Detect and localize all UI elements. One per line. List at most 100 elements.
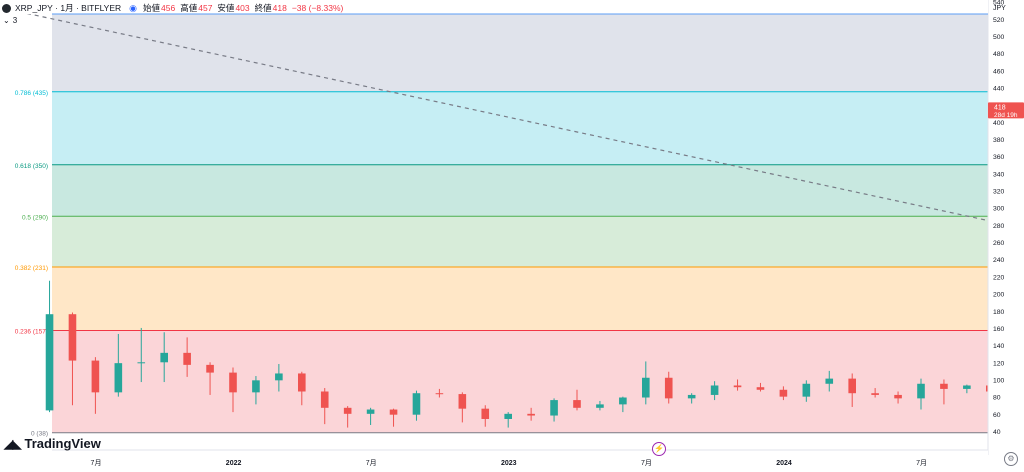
candle-body [848, 378, 856, 394]
candle-body [733, 385, 742, 388]
high-value: 457 [198, 3, 213, 13]
price-axis-bg [988, 0, 1024, 472]
fib-label: 0.236 (157) [15, 329, 48, 336]
candle-body [963, 385, 971, 389]
time-tick-label: 7月 [91, 459, 102, 467]
price-tick-label: 60 [993, 412, 1001, 419]
low-value: 403 [235, 3, 250, 13]
price-tick-label: 480 [993, 51, 1005, 58]
symbol-name[interactable]: XRP_JPY [15, 3, 53, 13]
price-tick-label: 220 [993, 274, 1005, 281]
time-tick-label: 7月 [641, 459, 652, 467]
candle-body [68, 314, 77, 361]
price-tick-label: 500 [993, 34, 1005, 41]
countdown-label: 28d 19h [994, 112, 1018, 119]
candle-body [756, 387, 765, 390]
price-tick-label: 140 [993, 343, 1005, 350]
candle-body [642, 377, 650, 398]
fib-zone [52, 0, 988, 92]
current-price-label: 418 [994, 104, 1006, 111]
price-tick-label: 100 [993, 377, 1005, 384]
candle-body [206, 364, 214, 373]
candle-body [687, 394, 696, 399]
gear-icon[interactable]: ⚙ [1004, 452, 1018, 466]
indicators-toggle[interactable]: ⌄ 3 [0, 16, 17, 25]
candle-body [940, 383, 948, 389]
fib-zone [52, 164, 988, 217]
header-bg [0, 0, 988, 14]
fib-zone [52, 216, 988, 267]
candle-body [481, 408, 490, 419]
chevron-down-icon[interactable]: ⌄ [3, 16, 10, 25]
price-tick-label: 40 [993, 429, 1001, 436]
xrp-icon [2, 3, 11, 13]
lightning-icon[interactable]: ⚡ [652, 442, 666, 456]
candle-body [229, 372, 237, 393]
candle-body [894, 394, 902, 399]
candle-body [137, 362, 146, 364]
candle-body [710, 385, 719, 395]
fib-label: 0.382 (231) [15, 265, 48, 272]
candle-body [114, 363, 123, 393]
candle-body [389, 409, 398, 415]
price-tick-label: 200 [993, 292, 1005, 299]
low-label: 安値 [217, 3, 235, 13]
price-tick-label: 440 [993, 85, 1005, 92]
price-tick-label: 80 [993, 395, 1001, 402]
candle-body [298, 373, 306, 392]
logo-text: TradingView [24, 436, 101, 451]
time-axis-bg [0, 450, 988, 472]
time-tick-label: 2024 [776, 460, 792, 467]
price-tick-label: 120 [993, 360, 1005, 367]
candle-body [275, 373, 283, 381]
eye-icon[interactable]: ◉ [129, 2, 138, 13]
candle-body [825, 378, 834, 384]
tradingview-logo-icon: ◢◣ [4, 436, 21, 451]
candle-body [435, 393, 444, 395]
price-tick-label: 380 [993, 137, 1005, 144]
exchange: BITFLYER [81, 3, 122, 13]
price-tick-label: 540 [993, 0, 1005, 7]
time-tick-label: 7月 [916, 459, 927, 467]
candle-body [183, 352, 191, 365]
time-tick-label: 2022 [226, 460, 242, 467]
time-tick-label: 2023 [501, 460, 517, 467]
price-tick-label: 160 [993, 326, 1005, 333]
price-tick-label: 260 [993, 240, 1005, 247]
indicator-count: 3 [12, 16, 18, 25]
candle-body [596, 404, 604, 408]
candle-body [412, 393, 421, 415]
open-value: 456 [161, 3, 176, 13]
close-label: 終値 [254, 3, 272, 13]
price-tick-label: 460 [993, 68, 1005, 75]
fib-label: 0 (38) [31, 431, 48, 438]
interval[interactable]: 1月 [60, 3, 74, 13]
candle-body [320, 391, 329, 408]
candle-body [366, 409, 375, 414]
open-label: 始値 [143, 3, 161, 13]
fib-zone [52, 91, 988, 165]
price-tick-label: 180 [993, 309, 1005, 316]
candle-body [871, 393, 879, 395]
candle-body [252, 380, 260, 393]
candle-body [504, 413, 512, 419]
fib-label: 0.618 (350) [15, 163, 48, 170]
candle-body [343, 407, 352, 414]
price-tick-label: 320 [993, 189, 1005, 196]
price-tick-label: 280 [993, 223, 1005, 230]
candle-body [779, 389, 788, 397]
candle-body [458, 394, 467, 409]
candle-body [619, 397, 627, 405]
chart-header: XRP_JPY · 1月 · BITFLYER ◉ 始値 456 高値 457 安値… [0, 0, 348, 16]
change-value: −38 (−8.33%) [291, 3, 344, 13]
fib-label: 0.5 (290) [22, 214, 48, 221]
candle-body [550, 400, 558, 416]
price-tick-label: 520 [993, 17, 1005, 24]
tradingview-logo[interactable]: ◢◣ TradingView [4, 436, 101, 451]
candle-body [917, 383, 925, 399]
price-tick-label: 340 [993, 171, 1005, 178]
price-tick-label: 360 [993, 154, 1005, 161]
close-value: 418 [272, 3, 287, 13]
price-tick-label: 300 [993, 206, 1005, 213]
